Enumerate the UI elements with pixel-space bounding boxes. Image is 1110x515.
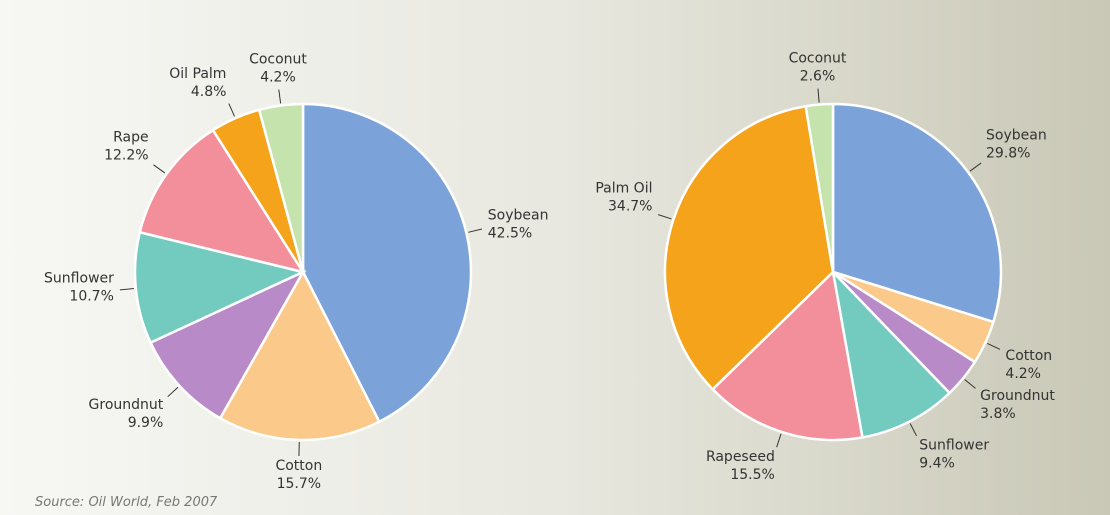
pie-slice bbox=[257, 102, 305, 273]
leader-line bbox=[987, 342, 1001, 350]
pie-slice bbox=[218, 269, 381, 442]
leader-line bbox=[119, 288, 134, 291]
slice-value-label: 29.8% bbox=[986, 145, 1030, 161]
slice-value-label: 4.2% bbox=[1005, 366, 1041, 382]
source-note: Source: Oil World, Feb 2007 bbox=[35, 495, 218, 510]
pie-slice bbox=[148, 269, 307, 420]
slice-name: Coconut bbox=[789, 51, 847, 67]
slice-name: Rape bbox=[113, 129, 149, 145]
pie-slice bbox=[710, 269, 864, 442]
pie-slice bbox=[138, 128, 306, 274]
leader-line bbox=[468, 228, 483, 233]
slice-value-label: 9.9% bbox=[128, 415, 164, 431]
leader-line bbox=[817, 88, 820, 103]
pie-slice bbox=[804, 102, 835, 273]
slice-value-label: 4.2% bbox=[260, 70, 296, 86]
slice-name: Sunflower bbox=[44, 270, 114, 286]
slice-value-label: 4.8% bbox=[191, 84, 227, 100]
slice-value-label: 10.7% bbox=[69, 288, 113, 304]
slice-name: Groundnut bbox=[980, 388, 1055, 404]
slice-value-label: 42.5% bbox=[488, 226, 532, 242]
pie-slice bbox=[301, 102, 473, 424]
leader-line bbox=[153, 164, 166, 174]
slice-value-label: 12.2% bbox=[104, 147, 148, 163]
slice-value-label: 9.4% bbox=[919, 455, 955, 471]
slice-value-label: 15.7% bbox=[277, 476, 321, 492]
leader-line bbox=[658, 214, 672, 220]
pie-slice bbox=[831, 102, 1003, 324]
slice-name: Groundnut bbox=[89, 397, 164, 413]
slice-name: Oil Palm bbox=[169, 66, 226, 82]
slice-name: Soybean bbox=[488, 208, 549, 224]
slice-value-label: 3.8% bbox=[980, 406, 1016, 422]
pie-slice bbox=[663, 104, 835, 392]
leader-line bbox=[167, 386, 179, 398]
slice-name: Coconut bbox=[249, 52, 307, 68]
slice-value-label: 2.6% bbox=[800, 69, 836, 85]
slice-value-label: 15.5% bbox=[730, 467, 774, 483]
leader-line bbox=[278, 89, 282, 104]
leader-line bbox=[964, 379, 976, 389]
leader-line bbox=[228, 103, 235, 117]
pie-slice bbox=[133, 230, 307, 345]
slice-name: Sunflower bbox=[919, 437, 989, 453]
leader-line bbox=[776, 433, 782, 448]
slice-name: Palm Oil bbox=[595, 181, 652, 197]
slice-name: Cotton bbox=[1005, 348, 1052, 364]
leader-line bbox=[909, 423, 917, 437]
slice-value-label: 34.7% bbox=[608, 199, 652, 215]
slice-name: Cotton bbox=[275, 458, 322, 474]
slice-name: Soybean bbox=[986, 127, 1047, 143]
leader-line bbox=[969, 162, 982, 172]
slice-name: Rapeseed bbox=[706, 449, 775, 465]
pie-slice bbox=[831, 268, 952, 439]
